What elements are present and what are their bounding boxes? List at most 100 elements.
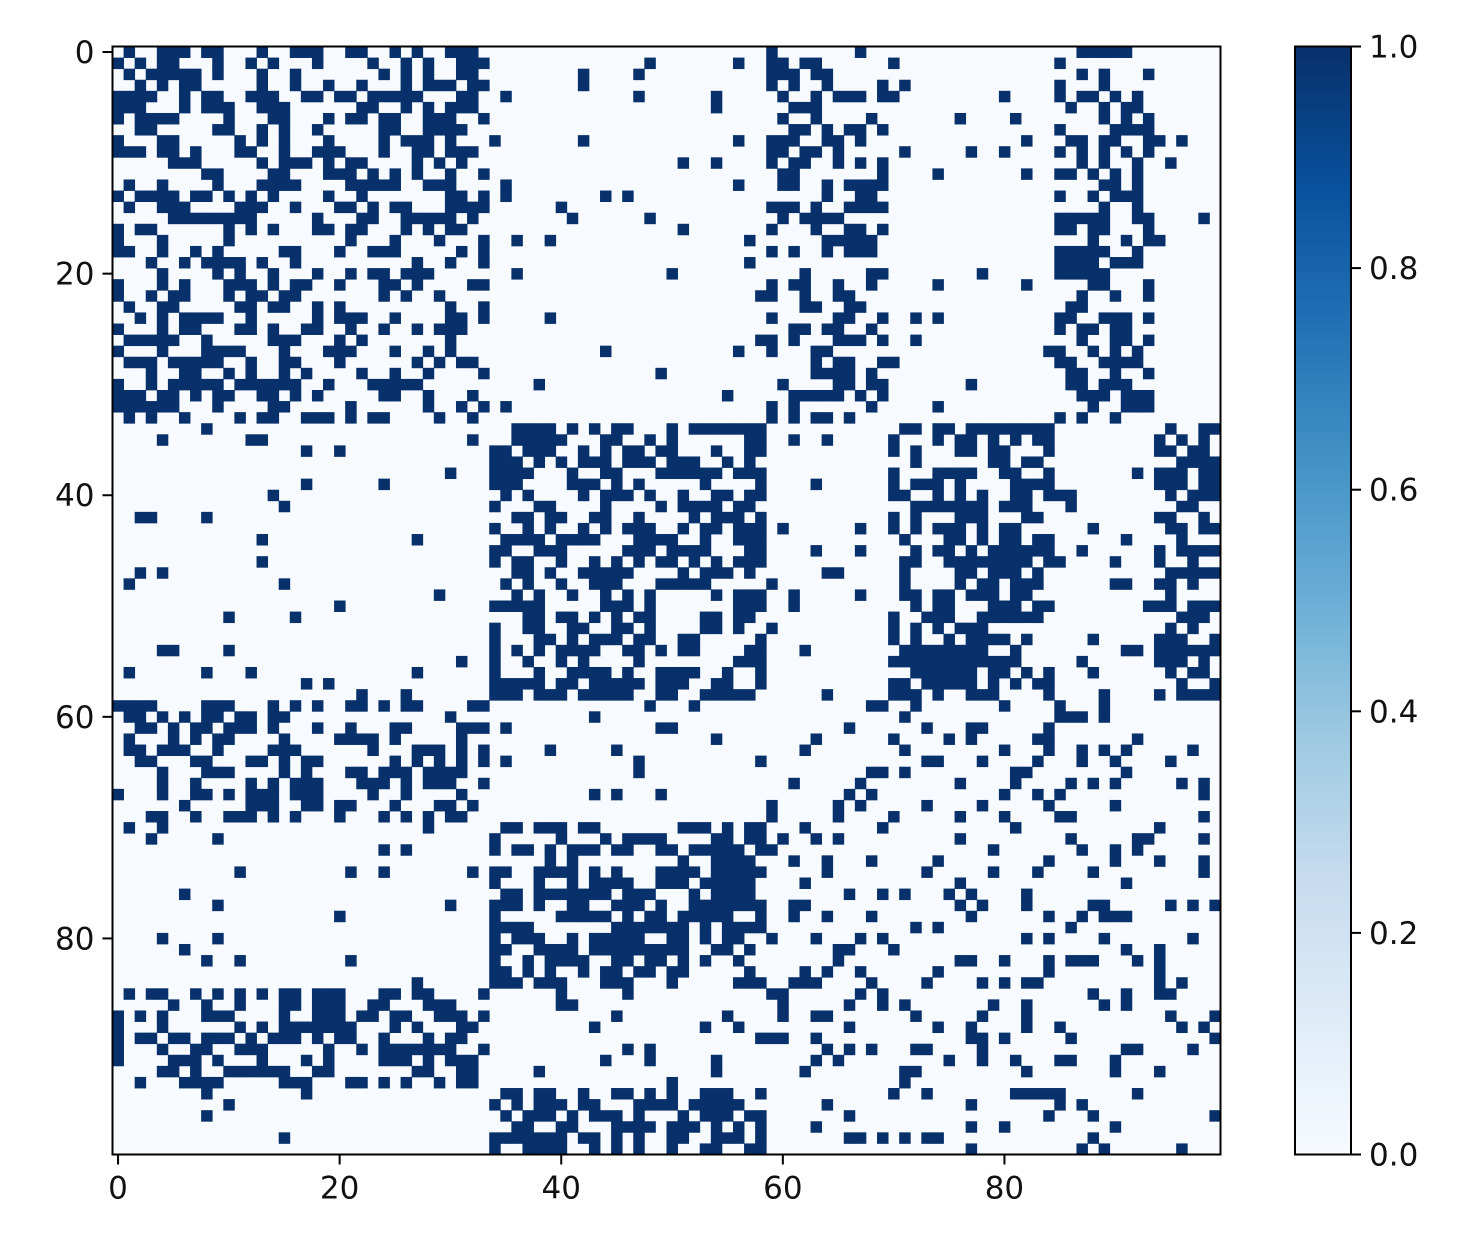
heatmap-cell [1098, 378, 1111, 391]
heatmap-cell [345, 157, 357, 169]
heatmap-cell [965, 655, 978, 668]
heatmap-cell [588, 556, 601, 568]
heatmap-cell [356, 689, 368, 701]
heatmap-cell [212, 389, 224, 402]
heatmap-cell [190, 79, 202, 92]
heatmap-cell [921, 1088, 933, 1100]
heatmap-cell [433, 755, 446, 768]
heatmap-cell [777, 112, 789, 125]
heatmap-cell [489, 955, 501, 967]
heatmap-cell [1021, 556, 1033, 568]
heatmap-cell [677, 578, 690, 590]
heatmap-cell [633, 456, 645, 468]
heatmap-cell [555, 545, 568, 557]
heatmap-cell [987, 600, 1000, 612]
heatmap-cell [566, 644, 579, 657]
heatmap-cell [444, 135, 457, 147]
heatmap-cell [400, 101, 413, 114]
heatmap-cell [1198, 522, 1210, 535]
heatmap-cell [976, 755, 989, 768]
heatmap-cell [223, 112, 235, 125]
heatmap-cell [600, 467, 612, 480]
heatmap-cell [688, 666, 701, 679]
heatmap-cell [666, 545, 678, 557]
heatmap-cell [1065, 378, 1077, 391]
heatmap-cell [467, 68, 479, 81]
heatmap-cell [755, 589, 767, 601]
heatmap-cell [1021, 423, 1033, 435]
heatmap-cell [588, 644, 601, 657]
heatmap-cell [533, 1110, 546, 1122]
heatmap-cell [345, 766, 357, 779]
heatmap-cell [378, 999, 390, 1011]
heatmap-cell [345, 799, 357, 812]
heatmap-cell [422, 389, 435, 402]
heatmap-cell [201, 666, 213, 679]
heatmap-cell [522, 511, 534, 524]
heatmap-cell [699, 1021, 712, 1034]
heatmap-cell [411, 988, 424, 1000]
heatmap-cell [1198, 445, 1210, 457]
heatmap-cell [267, 268, 280, 280]
heatmap-cell [688, 1099, 701, 1111]
heatmap-cell [732, 600, 745, 612]
heatmap-cell [1198, 456, 1210, 468]
heatmap-cell [921, 1132, 933, 1144]
heatmap-cell [843, 179, 856, 191]
heatmap-cell [732, 135, 745, 147]
heatmap-cell [455, 655, 468, 668]
heatmap-cell [489, 932, 501, 945]
heatmap-cell [655, 644, 667, 657]
heatmap-cell [1054, 1088, 1066, 1100]
heatmap-cell [289, 788, 302, 801]
heatmap-cell [1131, 212, 1144, 225]
heatmap-cell [732, 866, 745, 878]
heatmap-cell [710, 101, 723, 114]
heatmap-cell [323, 157, 335, 169]
heatmap-cell [1142, 68, 1155, 81]
heatmap-cell [854, 589, 867, 601]
heatmap-cell [1154, 545, 1166, 557]
heatmap-cell [577, 666, 590, 679]
heatmap-cell [644, 633, 656, 646]
heatmap-cell [300, 279, 313, 291]
heatmap-cell [411, 268, 424, 280]
heatmap-cell [732, 522, 745, 535]
heatmap-cell [976, 500, 989, 513]
heatmap-cell [1198, 777, 1210, 790]
heatmap-cell [677, 1121, 690, 1133]
heatmap-cell [577, 622, 590, 635]
heatmap-cell [854, 124, 867, 136]
heatmap-cell [1043, 678, 1055, 690]
heatmap-cell [544, 434, 557, 446]
heatmap-cell [156, 1043, 169, 1056]
heatmap-cell [600, 500, 612, 513]
heatmap-cell [865, 1043, 878, 1056]
heatmap-cell [422, 68, 435, 81]
heatmap-cell [611, 611, 623, 624]
heatmap-cell [389, 799, 401, 812]
heatmap-cell [234, 345, 246, 358]
heatmap-cell [777, 522, 789, 535]
heatmap-cell [954, 578, 967, 590]
heatmap-cell [1098, 356, 1111, 369]
heatmap-cell [400, 57, 413, 70]
heatmap-cell [954, 622, 967, 635]
heatmap-cell [167, 1065, 180, 1078]
heatmap-cell [489, 910, 501, 923]
heatmap-cell [965, 722, 978, 734]
heatmap-cell [976, 633, 989, 646]
heatmap-cell [600, 943, 612, 956]
heatmap-cell [311, 146, 324, 158]
heatmap-cell [1009, 589, 1022, 601]
heatmap-cell [1043, 910, 1055, 923]
heatmap-cell [987, 445, 1000, 457]
heatmap-cell [311, 1065, 324, 1078]
heatmap-cell [289, 378, 302, 391]
heatmap-cell [533, 888, 546, 901]
heatmap-cell [167, 290, 180, 302]
heatmap-cell [732, 1121, 745, 1133]
heatmap-cell [223, 788, 235, 801]
heatmap-cell [954, 833, 967, 845]
heatmap-cell [666, 1143, 678, 1155]
